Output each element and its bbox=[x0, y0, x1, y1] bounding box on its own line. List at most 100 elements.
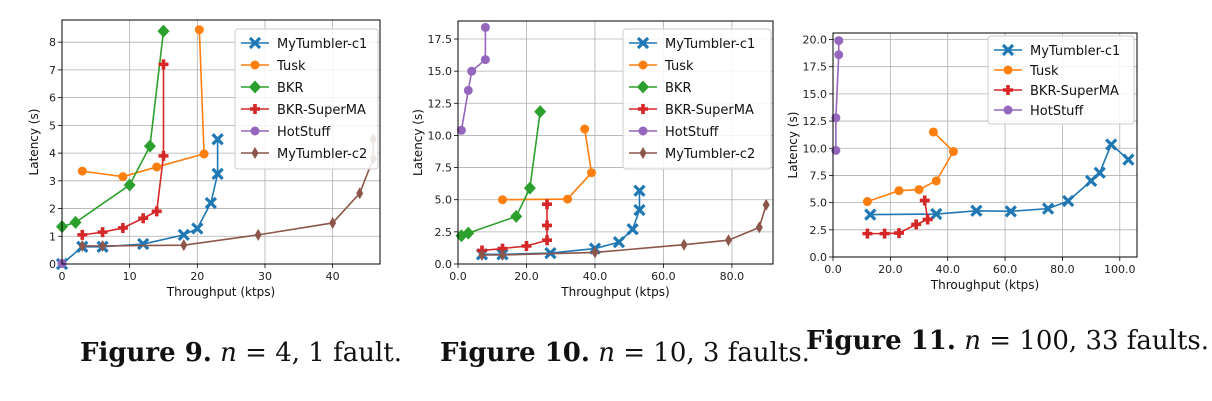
point-mytumbler-c1 bbox=[1062, 194, 1075, 208]
point-mytumbler-c2 bbox=[329, 216, 337, 229]
point-mytumbler-c2 bbox=[499, 249, 507, 261]
legend-box bbox=[987, 35, 1135, 125]
y-tick-label: 5 bbox=[49, 119, 56, 132]
y-tick-label: 10.0 bbox=[803, 142, 828, 155]
point-mytumbler-c1 bbox=[1084, 174, 1098, 188]
point-bkr bbox=[123, 178, 136, 192]
point-mytumbler-c2 bbox=[680, 238, 688, 251]
point-mytumbler-c1 bbox=[204, 196, 217, 210]
point-hotstuff bbox=[831, 113, 841, 123]
point-bkr bbox=[143, 139, 156, 153]
point-bkr-superma bbox=[77, 229, 88, 240]
series-line-bkr bbox=[461, 111, 541, 237]
point-hotstuff bbox=[834, 36, 844, 46]
point-mytumbler-c1 bbox=[211, 133, 224, 146]
point-bkr-superma bbox=[542, 220, 553, 231]
point-hotstuff bbox=[467, 66, 477, 76]
x-tick-label: 40.0 bbox=[935, 263, 960, 276]
point-mytumbler-c2 bbox=[254, 228, 262, 241]
point-bkr-superma bbox=[862, 228, 873, 239]
y-tick-label: 5.0 bbox=[435, 194, 453, 207]
y-tick-label: 17.5 bbox=[803, 61, 828, 74]
legend-marker-mytumbler-c1 bbox=[248, 36, 262, 50]
y-tick-label: 2 bbox=[49, 203, 56, 216]
point-mytumbler-c1 bbox=[930, 207, 943, 221]
point-mytumbler-c1 bbox=[612, 236, 626, 249]
legend-marker-tusk bbox=[250, 60, 260, 70]
x-tick-label: 20.0 bbox=[878, 263, 903, 276]
y-axis-label: Latency (s) bbox=[411, 109, 425, 176]
series-line-bkr-superma bbox=[481, 204, 548, 252]
plot-frame bbox=[61, 19, 381, 265]
legend-marker-mytumbler-c2 bbox=[639, 147, 647, 159]
point-bkr-superma bbox=[497, 243, 508, 254]
point-tusk bbox=[948, 147, 958, 157]
point-mytumbler-c2 bbox=[478, 249, 486, 261]
point-bkr bbox=[462, 226, 475, 240]
point-mytumbler-c1 bbox=[177, 228, 190, 242]
point-bkr-superma bbox=[521, 241, 532, 251]
caption-figure-11: Figure 11. n = 100, 33 faults. bbox=[806, 326, 1210, 356]
series-layer bbox=[831, 36, 1135, 239]
legend-label-mytumbler-c2: MyTumbler-c2 bbox=[277, 147, 367, 162]
point-bkr-superma bbox=[542, 235, 553, 246]
point-bkr-superma bbox=[138, 213, 149, 224]
y-tick-label: 8 bbox=[49, 36, 56, 49]
point-tusk bbox=[152, 162, 162, 172]
point-bkr-superma bbox=[97, 227, 108, 238]
legend-marker-mytumbler-c1 bbox=[1001, 43, 1015, 57]
point-mytumbler-c2 bbox=[762, 198, 770, 211]
point-hotstuff bbox=[463, 85, 473, 95]
series-line-mytumbler-c1 bbox=[870, 143, 1129, 216]
point-mytumbler-c1 bbox=[1122, 153, 1135, 166]
y-tick-label: 10.0 bbox=[428, 129, 453, 142]
point-tusk bbox=[77, 166, 87, 176]
legend-marker-hotstuff bbox=[1003, 105, 1013, 115]
legend-marker-mytumbler-c2 bbox=[251, 147, 259, 159]
point-mytumbler-c1 bbox=[626, 223, 639, 236]
point-mytumbler-c2 bbox=[99, 239, 107, 252]
y-tick-label: 12.5 bbox=[803, 115, 828, 128]
point-bkr bbox=[510, 209, 523, 223]
point-bkr-superma bbox=[542, 199, 553, 210]
point-mytumbler-c1 bbox=[1004, 205, 1017, 218]
legend-label-bkr-superma: BKR-SuperMA bbox=[665, 103, 754, 118]
point-hotstuff bbox=[480, 22, 490, 32]
point-mytumbler-c2 bbox=[78, 239, 86, 252]
point-mytumbler-c2 bbox=[724, 234, 732, 247]
series-line-tusk bbox=[82, 29, 205, 178]
y-tick-label: 2.5 bbox=[810, 224, 828, 237]
legend-marker-hotstuff bbox=[638, 126, 648, 136]
point-bkr-superma bbox=[893, 228, 904, 239]
legend-label-bkr: BKR bbox=[665, 81, 691, 96]
legend-box bbox=[622, 28, 772, 170]
point-tusk bbox=[199, 149, 209, 159]
point-mytumbler-c1 bbox=[633, 203, 646, 217]
x-tick-label: 60.0 bbox=[651, 270, 676, 283]
legend-label-bkr-superma: BKR-SuperMA bbox=[1030, 84, 1119, 99]
point-bkr-superma bbox=[922, 214, 933, 225]
x-tick-label: 10 bbox=[123, 270, 137, 283]
legend-label-mytumbler-c1: MyTumbler-c1 bbox=[277, 37, 367, 52]
legend-label-tusk: Tusk bbox=[1029, 64, 1059, 79]
legend: MyTumbler-c1 Tusk BKR BKR-SuperMA HotStuff My… bbox=[234, 28, 379, 170]
x-tick-label: 100.0 bbox=[1104, 263, 1136, 276]
point-mytumbler-c1 bbox=[970, 204, 983, 217]
legend-label-tusk: Tusk bbox=[276, 59, 306, 74]
point-bkr-superma bbox=[151, 206, 162, 217]
x-tick-label: 20.0 bbox=[514, 270, 539, 283]
point-mytumbler-c1 bbox=[137, 237, 150, 251]
point-mytumbler-c2 bbox=[180, 239, 188, 252]
chart-3: 0.0 20.0 40.0 60.0 80.0 100.0 0.0 2.5 5.0 7.5 10.0… bbox=[786, 32, 1138, 292]
legend-marker-tusk bbox=[1003, 65, 1013, 75]
point-bkr bbox=[69, 215, 82, 229]
y-tick-label: 0 bbox=[49, 258, 56, 271]
legend: MyTumbler-c1 Tusk BKR BKR-SuperMA HotStuff My… bbox=[622, 28, 772, 170]
x-tick-label: 0.0 bbox=[449, 270, 467, 283]
y-tick-label: 6 bbox=[49, 92, 56, 105]
point-hotstuff bbox=[834, 50, 844, 60]
point-tusk bbox=[580, 124, 590, 134]
legend-label-tusk: Tusk bbox=[664, 59, 694, 74]
point-hotstuff bbox=[480, 55, 490, 65]
